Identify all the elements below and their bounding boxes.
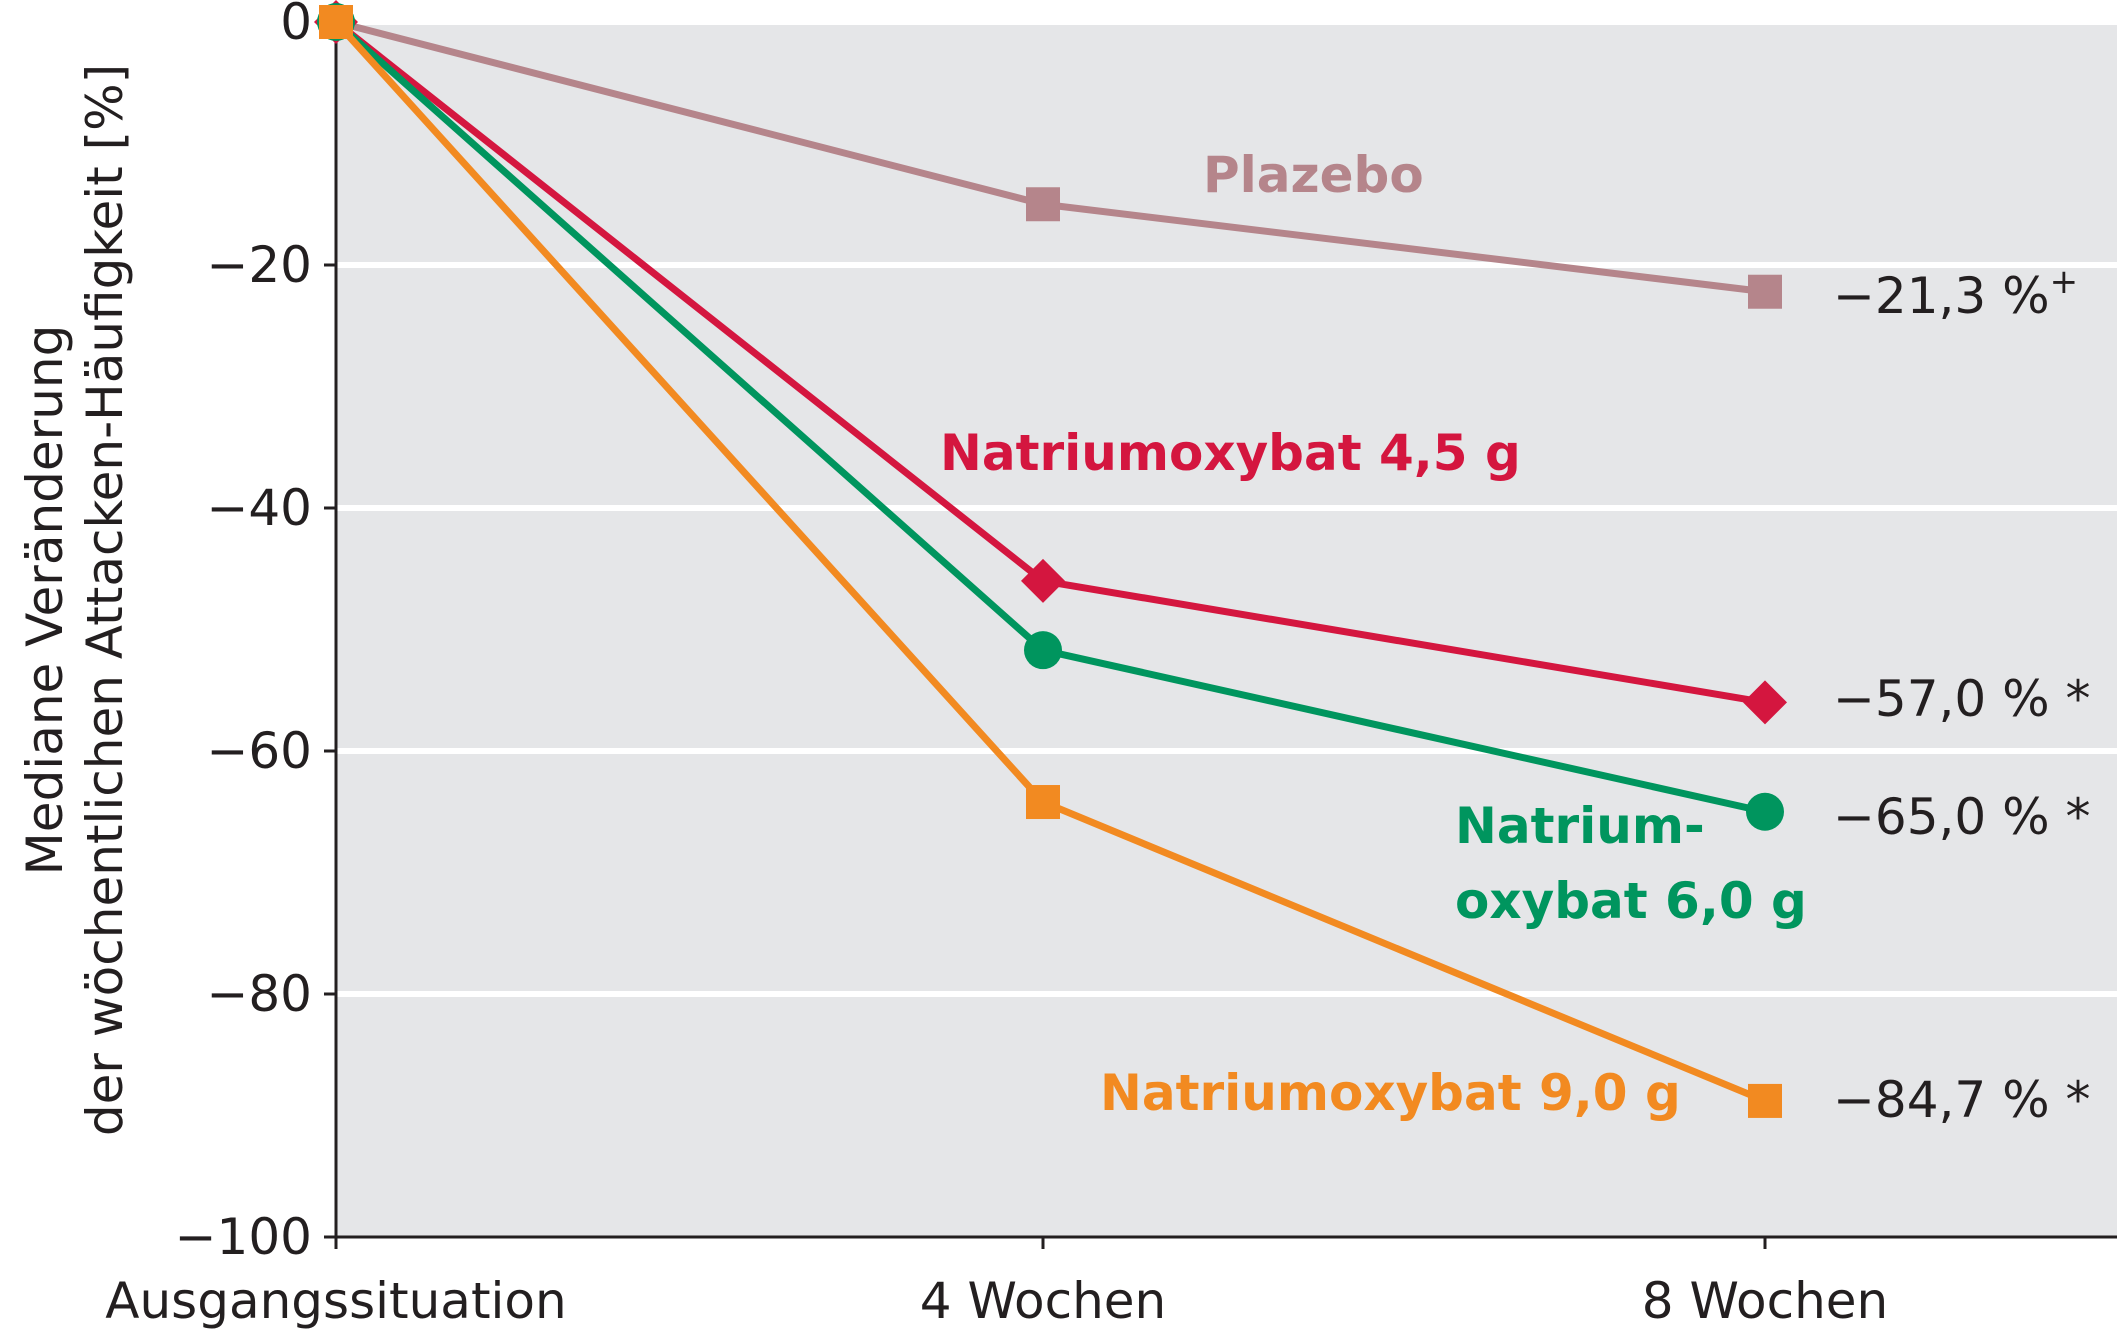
- series-label-natriumoxybat-9-0: Natriumoxybat 9,0 g: [1100, 1064, 1681, 1122]
- end-value-labels: −21,3 %+ −57,0 % * −65,0 % * −84,7 % *: [1833, 262, 2091, 1129]
- plot-background: [336, 22, 2117, 1237]
- gridlines: [336, 19, 2117, 997]
- series-label-natriumoxybat-4-5: Natriumoxybat 4,5 g: [940, 424, 1521, 482]
- y-tick-label: −40: [206, 479, 312, 537]
- data-point-dose90: [1748, 1083, 1782, 1118]
- end-value-placebo: −21,3 %+: [1833, 262, 2078, 325]
- series-label-placebo: Plazebo: [1203, 146, 1424, 204]
- series: [314, 0, 1787, 1118]
- x-tick-label: 4 Wochen: [920, 1272, 1166, 1330]
- series-label-natriumoxybat-6-0-line2: oxybat 6,0 g: [1455, 872, 1807, 930]
- y-tick-label: −60: [206, 722, 312, 780]
- data-point-dose45: [1743, 680, 1787, 725]
- data-point-dose90: [1026, 785, 1060, 820]
- y-tick-label: −80: [206, 965, 312, 1023]
- y-axis-title-line1: Mediane Veränderung: [16, 325, 74, 876]
- axes: [324, 14, 2117, 1249]
- y-tick-label: −100: [175, 1208, 312, 1266]
- y-tick-label: 0: [280, 0, 312, 51]
- y-axis-title: Mediane Veränderung der wöchentlichen At…: [16, 64, 134, 1136]
- y-tick-labels: 0 −20 −40 −60 −80 −100: [175, 0, 312, 1266]
- series-label-natriumoxybat-6-0-line1: Natrium-: [1455, 797, 1705, 855]
- end-value-natriumoxybat-6-0: −65,0 % *: [1833, 788, 2091, 846]
- data-point-dose45: [1021, 558, 1065, 603]
- data-point-dose90: [319, 5, 353, 39]
- y-tick-label: −20: [206, 236, 312, 294]
- x-tick-label: 8 Wochen: [1642, 1272, 1888, 1330]
- series-labels: Plazebo Natriumoxybat 4,5 g Natrium- oxy…: [940, 146, 1807, 1122]
- data-point-dose60: [1024, 631, 1062, 670]
- end-value-natriumoxybat-9-0: −84,7 % *: [1833, 1071, 2091, 1129]
- end-value-natriumoxybat-4-5: −57,0 % *: [1833, 670, 2091, 728]
- x-tick-labels: Ausgangssituation 4 Wochen 8 Wochen: [105, 1272, 1888, 1330]
- data-point-placebo: [1026, 187, 1060, 222]
- x-tick-label: Ausgangssituation: [105, 1272, 566, 1330]
- y-axis-title-line2: der wöchentlichen Attacken-Häufigkeit [%…: [76, 64, 134, 1136]
- data-point-placebo: [1748, 274, 1782, 309]
- series-dose90: [319, 5, 1782, 1118]
- data-point-dose60: [1746, 792, 1784, 831]
